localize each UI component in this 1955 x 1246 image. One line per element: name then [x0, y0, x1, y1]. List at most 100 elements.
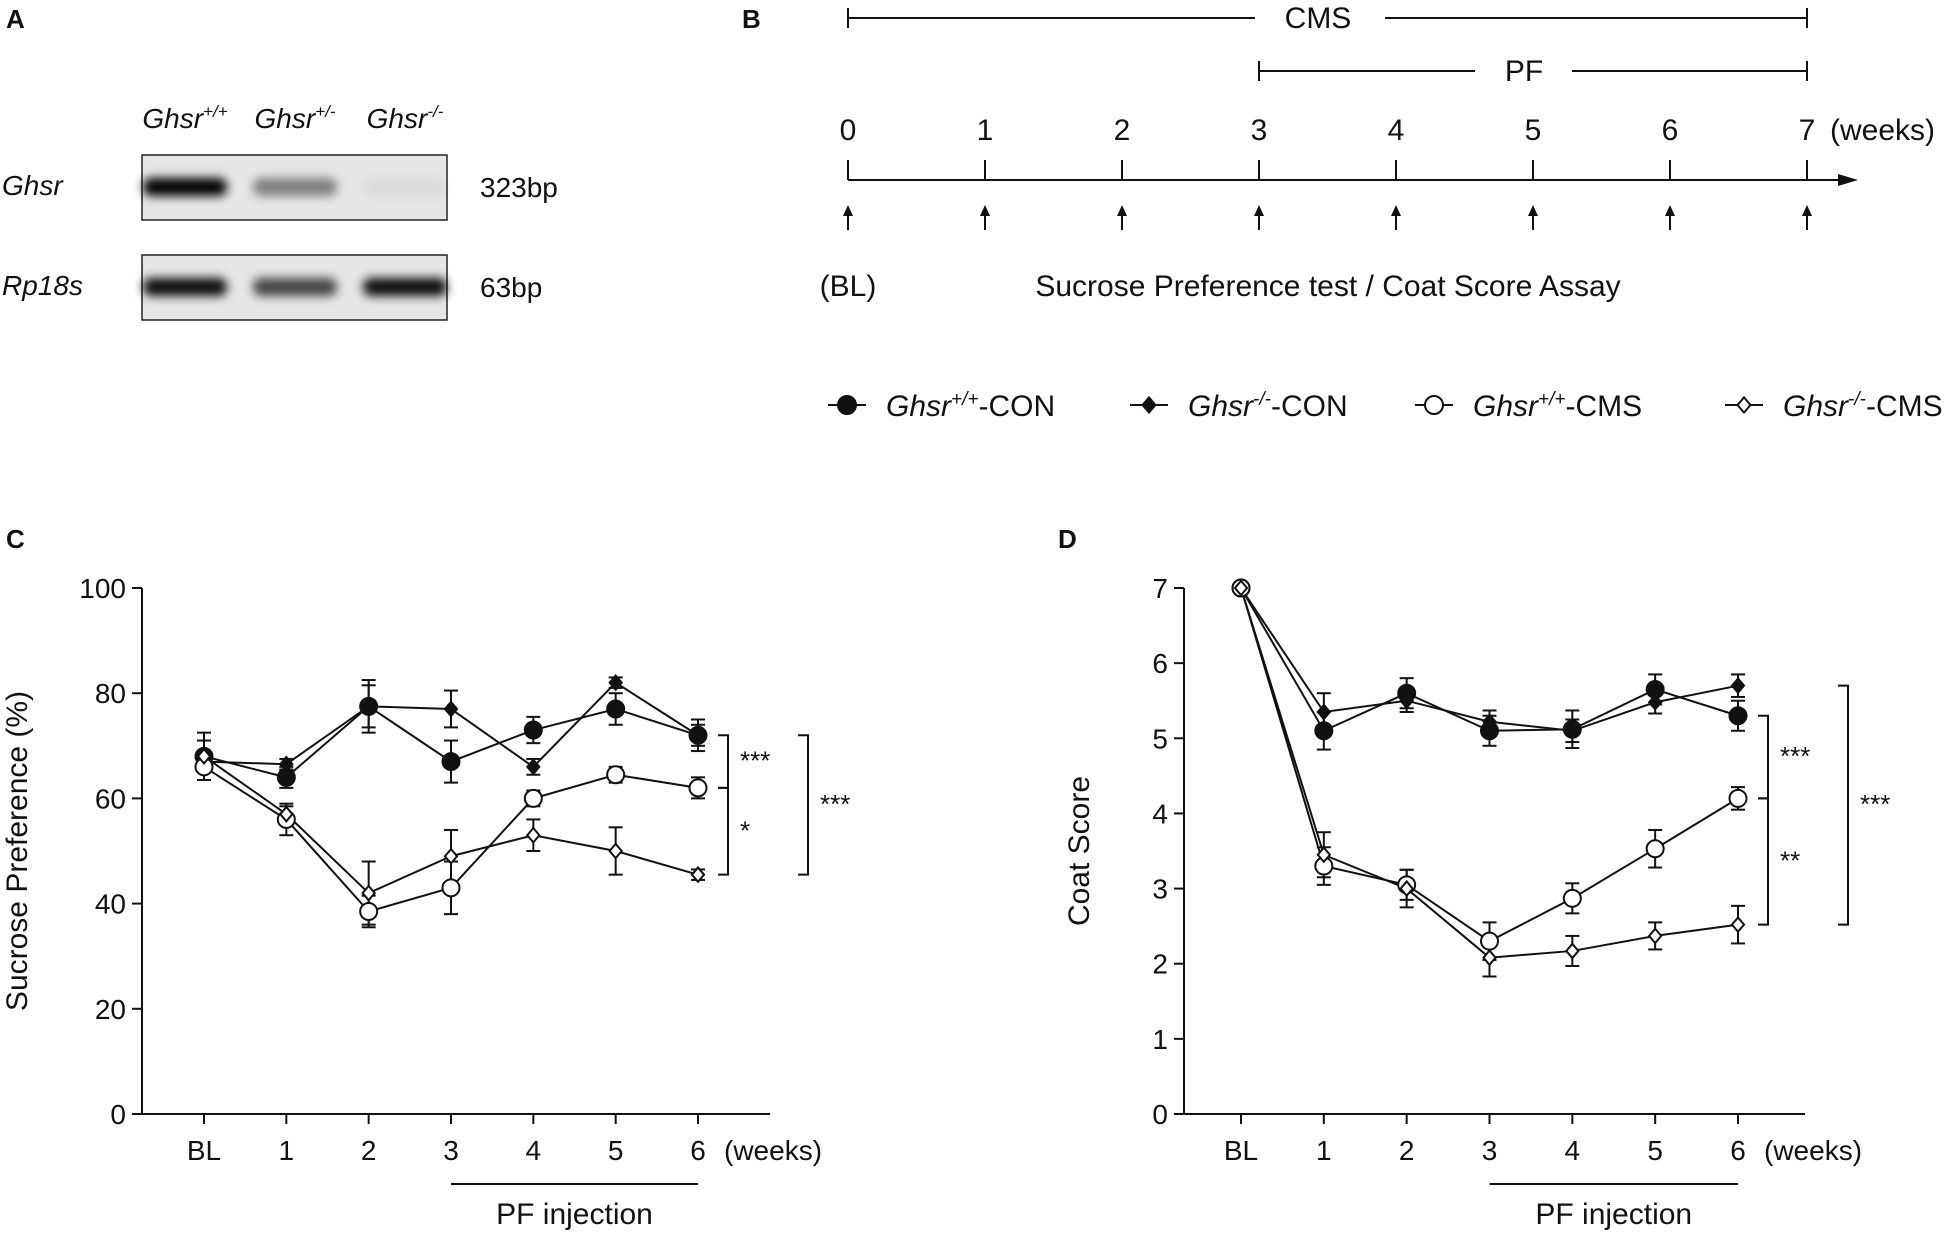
baseline-label: (BL): [820, 270, 877, 303]
y-tick-label: 0: [1152, 1099, 1168, 1130]
data-point: [606, 765, 626, 785]
timeline-test-arrowhead: [1254, 205, 1264, 216]
gel-band: [253, 178, 337, 196]
pf-injection-label: PF injection: [1535, 1198, 1692, 1231]
significance-bracket: *: [718, 786, 750, 876]
panel-label-c: C: [6, 524, 25, 554]
significance-bracket: ***: [798, 734, 850, 876]
x-unit-label: (weeks): [1764, 1135, 1862, 1166]
bracket-line: [718, 734, 729, 789]
x-tick-label: 4: [1565, 1135, 1581, 1166]
significance-label: *: [740, 815, 750, 845]
significance-label: ***: [1780, 741, 1810, 771]
timeline-arrowhead: [1838, 174, 1858, 186]
y-tick-label: 4: [1152, 798, 1168, 829]
gel-band-size: 323bp: [480, 172, 558, 203]
x-tick-label: BL: [1224, 1135, 1258, 1166]
data-point: [1730, 915, 1746, 934]
significance-bracket: **: [1758, 797, 1800, 926]
x-tick-label: 1: [279, 1135, 295, 1166]
x-tick-label: 1: [1316, 1135, 1332, 1166]
data-point: [1736, 395, 1752, 415]
legend-label: Ghsr+/+-CON: [886, 389, 1055, 423]
data-point: [1233, 579, 1249, 597]
y-tick-label: 80: [95, 678, 126, 709]
data-point: [1314, 721, 1334, 741]
bracket-line: [718, 786, 729, 876]
gel-column-header: Ghsr-/-: [367, 102, 444, 134]
y-tick-label: 2: [1152, 949, 1168, 980]
bracket-line: [1838, 684, 1849, 926]
data-point: [837, 395, 857, 415]
data-point: [1399, 879, 1415, 898]
y-tick-label: 40: [95, 889, 126, 920]
timeline-test-arrowhead: [1391, 205, 1401, 216]
gel-band: [363, 278, 447, 296]
legend-label: Ghsr+/+-CMS: [1473, 389, 1642, 423]
timeline-test-arrowhead: [1528, 205, 1538, 216]
timeline-week-label: 6: [1662, 114, 1679, 147]
y-tick-label: 1: [1152, 1024, 1168, 1055]
legend-item: Ghsr-/--CON: [1130, 389, 1348, 423]
bracket-line: [1758, 797, 1769, 926]
timeline-week-label: 7: [1799, 114, 1816, 147]
significance-bracket: ***: [1838, 684, 1890, 926]
x-tick-label: 2: [361, 1135, 377, 1166]
x-tick-label: 3: [1482, 1135, 1498, 1166]
y-tick-label: 0: [110, 1099, 126, 1130]
chart-coat-score: 0 1 2 3 4 5 6 7 Coat Score BL 1 2 3 4 5 6 (weeks) PF inje…: [1063, 573, 1890, 1231]
x-tick-label: 5: [1647, 1135, 1663, 1166]
data-point: [1728, 706, 1748, 726]
data-point: [361, 697, 377, 716]
panel-label-a: A: [6, 4, 25, 34]
x-tick-label: 4: [526, 1135, 542, 1166]
data-point: [443, 847, 459, 865]
data-point: [441, 752, 461, 772]
series-4-markers: [1233, 579, 1746, 967]
data-point: [525, 826, 541, 844]
chart-sucrose-preference: 0 20 40 60 80 100 Sucrose Preference (%) BL 1 2 3 4…: [1, 573, 850, 1231]
timeline-week-label: 4: [1388, 114, 1405, 147]
data-point: [608, 674, 624, 692]
series-3-markers: [1231, 578, 1748, 951]
gel-column-headers: Ghsr+/+ Ghsr+/- Ghsr-/-: [142, 102, 443, 134]
data-point: [688, 778, 708, 798]
data-point: [278, 755, 294, 773]
data-point: [1424, 395, 1444, 415]
data-point: [196, 747, 212, 765]
data-point: [1562, 888, 1582, 908]
data-point: [690, 866, 706, 884]
data-point: [1564, 942, 1580, 960]
timeline-test-arrowhead: [1117, 205, 1127, 216]
legend: Ghsr+/+-CON Ghsr-/--CON Ghsr+/+-CMS Ghsr-/-…: [828, 389, 1943, 423]
x-unit-label: (weeks): [724, 1135, 822, 1166]
data-point: [525, 758, 541, 776]
timeline-panel: CMS PF 0 1 2 3 4 5 6 7 (weeks) (BL) Sucrose Preferen…: [820, 2, 1935, 303]
data-point: [1399, 692, 1415, 710]
data-point: [441, 878, 461, 898]
data-point: [1141, 395, 1157, 415]
legend-item: Ghsr+/+-CON: [828, 389, 1055, 423]
timeline-test-arrowhead: [980, 205, 990, 216]
x-tick-label: 5: [608, 1135, 624, 1166]
series-line: [1240, 587, 1739, 732]
series-2-markers: [1233, 579, 1746, 740]
legend-item: Ghsr-/--CMS: [1725, 389, 1943, 423]
x-tick-label: 6: [1730, 1135, 1746, 1166]
data-point: [690, 726, 706, 744]
timeline-week-label: 0: [840, 114, 857, 147]
data-point: [1482, 949, 1497, 967]
legend-label: Ghsr-/--CMS: [1783, 389, 1943, 423]
data-point: [523, 720, 543, 740]
series-4: [1234, 583, 1745, 978]
series-3: [1234, 583, 1745, 961]
data-point: [278, 805, 294, 823]
data-point: [359, 901, 379, 921]
y-tick-label: 6: [1152, 648, 1168, 679]
significance-bracket: ***: [1758, 714, 1810, 800]
gel-band: [253, 278, 337, 296]
y-tick-label: 20: [95, 994, 126, 1025]
panel-label-d: D: [1058, 524, 1077, 554]
timeline-week-label: 5: [1525, 114, 1542, 147]
data-point: [1316, 846, 1332, 864]
